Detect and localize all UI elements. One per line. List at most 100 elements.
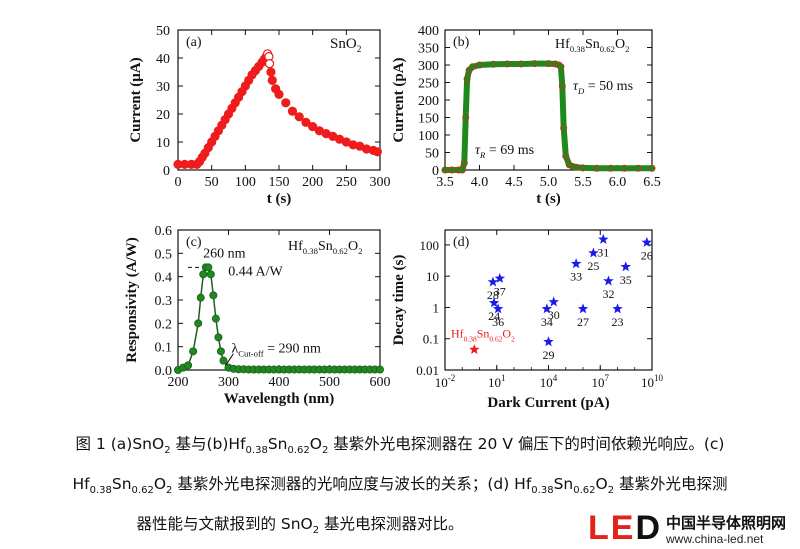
panel-b-xtick-label: 3.5 [436,175,454,190]
panel-b-point [648,164,656,172]
panel-b-point [489,60,497,68]
panel-b-ytick-label: 300 [418,59,439,74]
panel-b-point [458,166,466,174]
panel-b-ytick-label: 50 [425,147,439,162]
logo-url: www.china-led.net [666,532,764,546]
panel-d-point-label: 25 [587,259,599,273]
panel-b-point [558,82,566,90]
panel-d-point-label: 35 [620,273,632,287]
site-logo: LED 中国半导体照明网 www.china-led.net [578,510,800,549]
panel-b-point [579,164,587,172]
panel-d-point-label: 26 [641,248,653,262]
panel-c-ytick-label: 0.6 [155,224,173,239]
panel-b-xtick-label: 4.0 [471,175,489,190]
panel-b-xtick-label: 5.5 [574,175,592,190]
panel-d-star-marker [612,303,623,314]
panel-a-ytick-label: 20 [156,108,170,123]
panel-b-point [448,166,456,174]
panel-a-point [308,121,318,132]
panel-a-xtick-label: 200 [302,175,323,190]
panel-b-point [634,164,642,172]
panel-a-xtick-label: 150 [269,175,290,190]
panel-a-point [287,106,298,116]
panel-d-point-label: 29 [543,348,555,362]
panel-d-label: (d) [453,235,470,250]
logo-mark: LED [588,509,663,547]
panel-b-ytick-label: 0 [432,164,439,179]
panel-d-ytick-label: 100 [420,238,440,253]
panel-b-xtick-label: 6.0 [609,175,627,190]
panel-d-star-marker [577,303,589,314]
panel-d-point-label: 37 [494,284,506,298]
panel-d-xlabel: Dark Current (pA) [487,395,609,411]
panel-a-point [294,112,304,122]
panel-c-annotation-peak-wavelength: 260 nm [203,246,246,261]
panel-d-star-marker [641,236,652,247]
panel-d-xtick-label: 104 [540,373,558,390]
panel-b-series-label: Hf0.38Sn0.62O2 [555,37,629,54]
panel-b-ytick-label: 150 [418,112,439,127]
panel-c-point [184,361,193,370]
panel-b-point [460,159,468,167]
panel-b-point [531,60,539,68]
panel-b-point [572,163,580,171]
panel-c-xtick-label: 600 [370,375,391,390]
panel-d-point-label: 24 [488,309,500,323]
panel-c-point [204,263,213,272]
panel-d-xtick-label: 10-2 [435,373,456,390]
panel-d-star-marker [598,233,609,244]
panel-d-point-label: 23 [612,315,624,329]
panel-d-star-marker [488,297,500,308]
panel-b-point [503,60,511,68]
panel-d-star-marker [548,296,559,307]
panel-a-series-label: SnO2 [330,36,362,55]
panel-c-ytick-label: 0.0 [155,364,173,379]
caption-line-2: Hf0.38Sn0.62O2 基紫外光电探测器的光响应度与波长的关系；(d) H… [72,475,728,497]
panel-b-point [560,124,568,132]
panel-b-xtick-label: 5.0 [540,175,558,190]
panel-d-star-marker [570,258,582,269]
panel-d-ytick-label: 10 [426,269,439,284]
panel-c-label: (c) [186,235,202,250]
panel-d-xtick-label: 107 [592,373,610,390]
panel-c-point [375,365,384,374]
panel-b-annotation-tau-r: τR = 69 ms [475,143,534,160]
caption-line-1: 图 1 (a)SnO2 基与(b)Hf0.38Sn0.62O2 基紫外光电探测器… [75,435,725,457]
panel-d-point-label: 31 [597,245,609,259]
panel-d-star-marker [469,344,480,354]
panel-d-point-label: 33 [570,270,582,284]
panel-b-point [562,152,570,160]
panel-a-point [372,147,382,157]
panel-c-point [211,314,220,323]
panel-c-point [216,347,225,356]
panel-c-ytick-label: 0.2 [155,317,173,332]
panel-d-xtick-label: 101 [488,373,506,390]
panel-d-star-marker [543,336,554,347]
panel-a-point [264,58,275,69]
panel-d-star-marker [492,303,504,314]
panel-b-xtick-label: 4.5 [505,175,523,190]
panel-a-ytick-label: 30 [156,80,170,95]
panel-d-star-marker [487,276,499,287]
panel-b-ytick-label: 350 [418,42,439,57]
panel-d-star-marker [494,272,505,283]
panel-c-annotation-cutoff: λCut-off = 290 nm [231,342,321,359]
panel-d-point-label: 28 [487,288,499,302]
panel-d-point-label: 27 [577,315,589,329]
panel-a-label: (a) [186,35,202,50]
panel-d-ytick-label: 0.1 [423,332,439,347]
panel-b-ytick-label: 250 [418,77,439,92]
panel-a-xlabel: t (s) [267,191,292,207]
panel-c-ytick-label: 0.3 [155,294,173,309]
panel-a-ytick-label: 40 [156,52,170,67]
panel-b-point [463,75,471,83]
panel-a-point [281,98,291,108]
panel-c-point [189,347,198,356]
panel-c-cutoff-arrow [225,353,234,366]
panel-d-xtick-label: 1010 [641,373,664,390]
panel-b-ytick-label: 100 [418,129,439,144]
panel-a-xtick-label: 50 [205,175,219,190]
panel-c-xtick-label: 500 [319,375,340,390]
panel-b-point [517,60,525,68]
panel-d-ytick-label: 0.01 [416,363,439,378]
